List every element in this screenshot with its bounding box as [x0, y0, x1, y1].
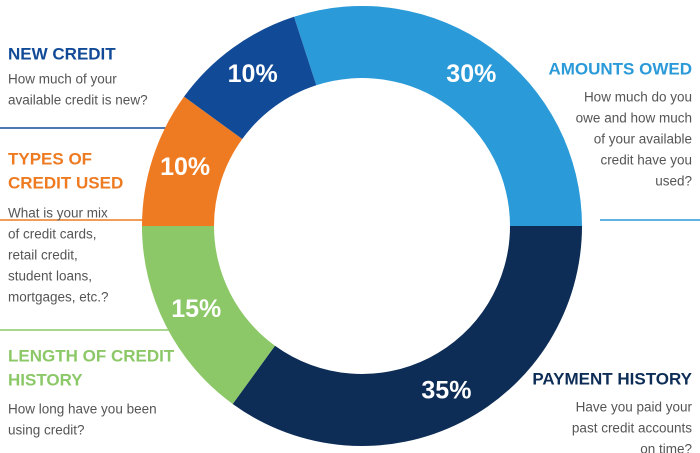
category-description: credit have you — [600, 153, 692, 168]
value-label: 35% — [421, 376, 471, 404]
category-description: student loans, — [8, 269, 92, 284]
category-description: of credit cards, — [8, 227, 97, 242]
category-description: How much do you — [584, 90, 692, 105]
category-description: using credit? — [8, 423, 85, 438]
category-description: used? — [655, 174, 692, 189]
category-description: owe and how much — [576, 111, 692, 126]
value-label: 30% — [446, 60, 496, 88]
category-title: CREDIT USED — [8, 173, 123, 192]
category-description: Have you paid your — [576, 400, 693, 415]
donut-slice — [142, 226, 276, 404]
category-title: PAYMENT HISTORY — [532, 369, 692, 388]
category-description: of your available — [594, 132, 692, 147]
category-title: AMOUNTS OWED — [548, 59, 692, 78]
category-description: retail credit, — [8, 248, 78, 263]
category-description: How long have you been — [8, 402, 157, 417]
value-label: 15% — [171, 295, 221, 323]
donut-slice — [232, 226, 582, 446]
category-title: NEW CREDIT — [8, 44, 116, 63]
category-title: HISTORY — [8, 370, 83, 389]
category-description: on time? — [640, 442, 692, 453]
category-description: How much of your — [8, 72, 117, 87]
value-label: 10% — [160, 153, 210, 181]
category-title: LENGTH OF CREDIT — [8, 346, 175, 365]
donut-slice — [142, 96, 243, 226]
category-description: available credit is new? — [8, 93, 148, 108]
category-description: past credit accounts — [572, 421, 692, 436]
donut-slice — [294, 6, 582, 227]
category-description: mortgages, etc.? — [8, 290, 109, 305]
donut-slice — [184, 16, 317, 140]
category-description: What is your mix — [8, 206, 108, 221]
value-label: 10% — [228, 60, 278, 88]
category-title: TYPES OF — [8, 149, 92, 168]
